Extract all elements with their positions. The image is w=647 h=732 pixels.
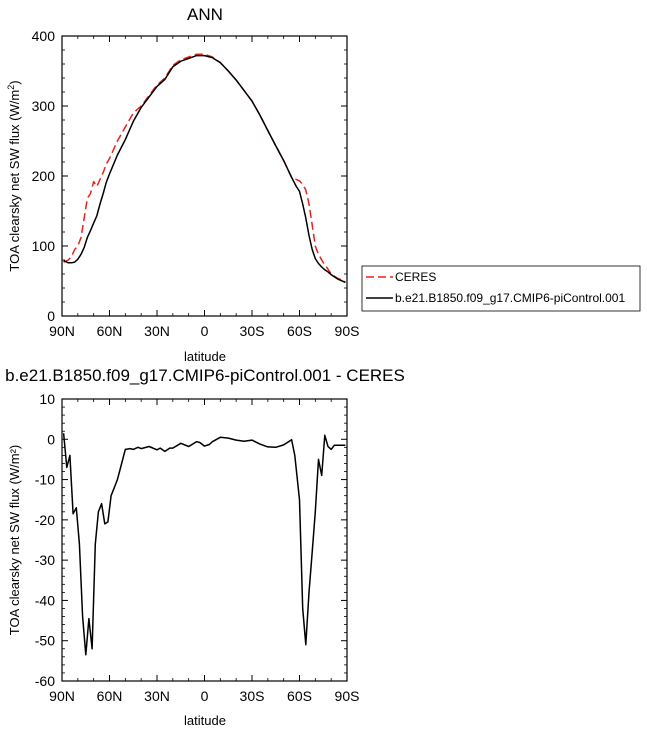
legend-label-ceres: CERES bbox=[395, 270, 436, 284]
chart1-ytick-label: 200 bbox=[32, 168, 56, 184]
chart2-ytick-label: 10 bbox=[39, 391, 55, 407]
chart1-xtick-label: 30S bbox=[240, 323, 265, 339]
chart1-xtick-label: 60N bbox=[97, 323, 123, 339]
chart1-ytick-label: 100 bbox=[32, 238, 56, 254]
chart1-xtick-label: 90N bbox=[49, 323, 75, 339]
chart1-series-group bbox=[63, 53, 346, 284]
chart2-xtick-label: 60S bbox=[287, 688, 312, 704]
chart2-ytick-label: -40 bbox=[35, 592, 55, 608]
chart2-ytick-label: -30 bbox=[35, 552, 55, 568]
chart2-ytick-label: -20 bbox=[35, 512, 55, 528]
chart1-ytick-label: 400 bbox=[32, 28, 56, 44]
legend-label-model: b.e21.B1850.f09_g17.CMIP6-piControl.001 bbox=[395, 291, 625, 305]
chart2-title: b.e21.B1850.f09_g17.CMIP6-piControl.001 … bbox=[5, 366, 405, 385]
chart1-legend: CERES b.e21.B1850.f09_g17.CMIP6-piContro… bbox=[361, 265, 641, 312]
chart1-xtick-label: 0 bbox=[201, 323, 209, 339]
chart2-xtick-label: 90N bbox=[49, 688, 75, 704]
chart1-title: ANN bbox=[187, 5, 223, 24]
chart2-series-line-0 bbox=[62, 433, 346, 656]
chart1-ytick-label: 0 bbox=[47, 308, 55, 324]
chart1-series-line-0 bbox=[63, 53, 346, 283]
chart2-ylabel: TOA clearsky net SW flux (W/m²) bbox=[7, 445, 22, 635]
legend-box bbox=[361, 265, 641, 312]
chart1-ytick-label: 300 bbox=[32, 98, 56, 114]
chart2-ytick-label: 0 bbox=[47, 431, 55, 447]
chart2-xtick-label: 60N bbox=[97, 688, 123, 704]
chart2-ytick-label: -60 bbox=[35, 673, 55, 689]
chart1-xtick-label: 90S bbox=[335, 323, 360, 339]
chart2-xtick-label: 30N bbox=[144, 688, 170, 704]
chart2-ytick-label: -50 bbox=[35, 633, 55, 649]
chart2-series-group bbox=[62, 433, 346, 656]
chart2-ticks: 90N 60N 30N 0 30S 60S 90S -60 -50 -40 -30 -20 -10 0 10 bbox=[35, 391, 360, 704]
chart2-xtick-label: 0 bbox=[201, 688, 209, 704]
chart1-xtick-label: 30N bbox=[144, 323, 170, 339]
chart2-plot-frame bbox=[61, 398, 348, 682]
chart1-plot-frame bbox=[61, 35, 348, 317]
chart2-xtick-label: 30S bbox=[240, 688, 265, 704]
chart1-xlabel: latitude bbox=[184, 349, 226, 364]
chart1-series-line-1 bbox=[63, 54, 346, 284]
chart2-xtick-label: 90S bbox=[335, 688, 360, 704]
chart1-xtick-label: 60S bbox=[287, 323, 312, 339]
chart2-ytick-label: -10 bbox=[35, 472, 55, 488]
chart2-xlabel: latitude bbox=[184, 713, 226, 728]
chart1-ylabel: TOA clearsky net SW flux (W/m2) bbox=[6, 80, 22, 271]
chart1-ticks: 90N 60N 30N 0 30S 60S 90S 0 100 200 300 400 bbox=[32, 28, 360, 339]
